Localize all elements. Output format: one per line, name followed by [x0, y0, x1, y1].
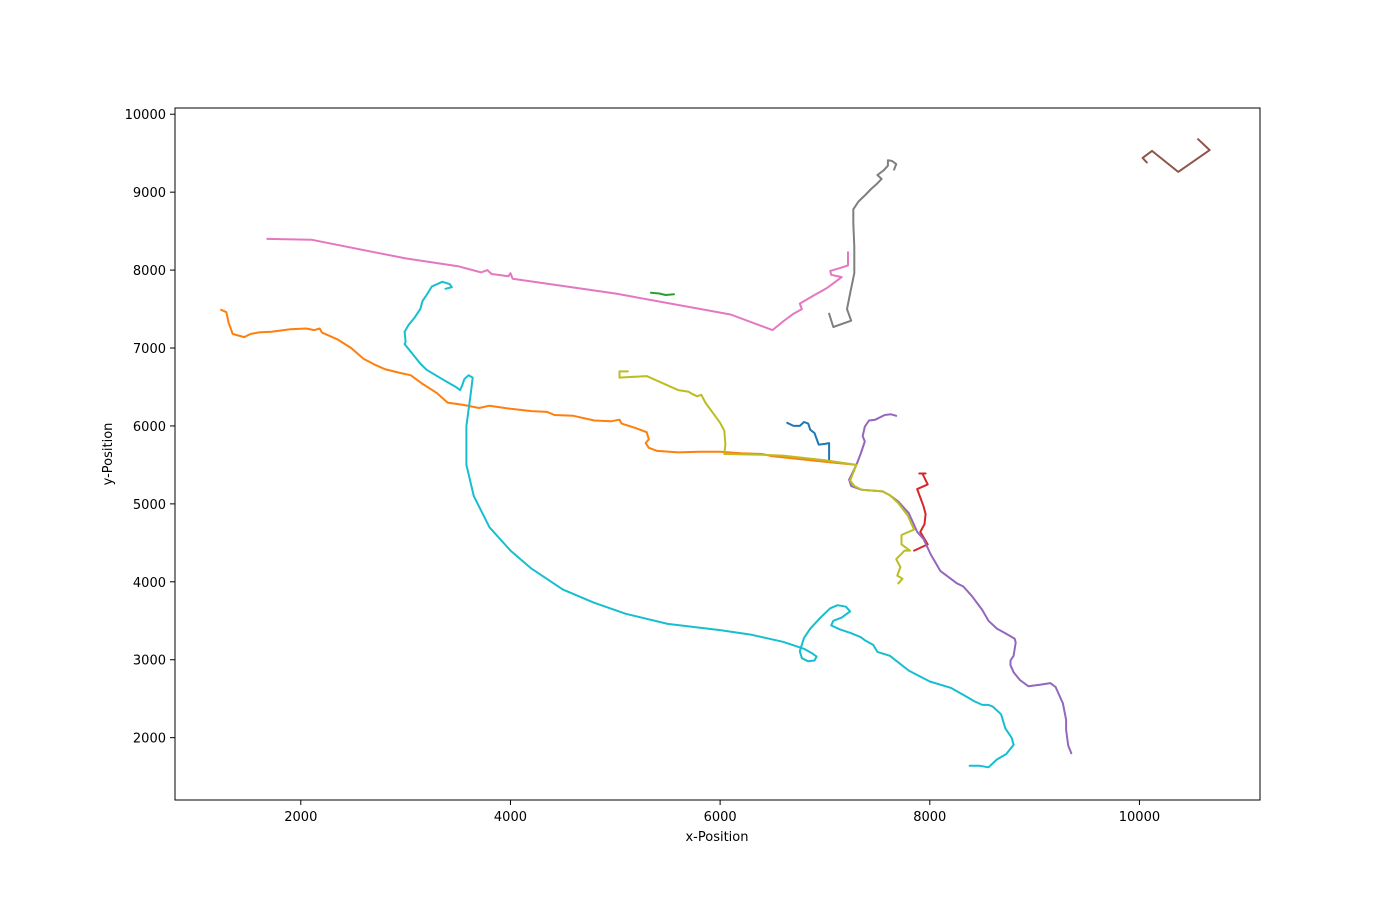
plot-area [175, 108, 1260, 800]
trajectory-line-10 [403, 280, 1015, 769]
trajectory-line-7 [266, 237, 849, 332]
x-tick-label: 2000 [284, 810, 317, 825]
trajectory-line-1 [786, 421, 831, 462]
trajectory-line-2 [220, 308, 858, 466]
trajectory-series-group [220, 138, 1211, 769]
y-tick-label: 4000 [133, 576, 166, 591]
plot-frame [174, 107, 1261, 801]
trajectory-line-4 [913, 472, 929, 552]
y-tick-label: 7000 [133, 342, 166, 357]
y-tick-label: 9000 [133, 186, 166, 201]
y-tick-label: 6000 [133, 420, 166, 435]
y-axis-ticks: 2000 3000 4000 5000 6000 7000 8000 9000 10000 [125, 108, 175, 747]
trajectory-line-3 [649, 291, 675, 296]
trajectory-line-6 [1141, 138, 1211, 173]
trajectory-line-5 [848, 413, 1073, 755]
y-axis-label: y-Position [101, 423, 116, 486]
trajectory-line-9 [618, 370, 916, 585]
trajectory-line-8 [828, 159, 898, 328]
y-tick-label: 10000 [125, 108, 166, 123]
y-tick-label: 3000 [133, 654, 166, 669]
x-tick-label: 10000 [1119, 810, 1160, 825]
x-axis-ticks: 2000 4000 6000 8000 10000 [284, 800, 1160, 825]
x-tick-label: 6000 [704, 810, 737, 825]
y-tick-label: 8000 [133, 264, 166, 279]
x-axis-label: x-Position [685, 830, 748, 845]
x-tick-label: 4000 [494, 810, 527, 825]
y-tick-label: 2000 [133, 732, 166, 747]
x-tick-label: 8000 [913, 810, 946, 825]
y-tick-label: 5000 [133, 498, 166, 513]
